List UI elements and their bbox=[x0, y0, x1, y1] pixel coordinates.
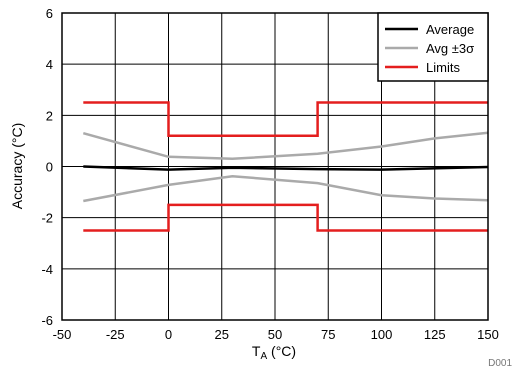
series-line-limits bbox=[83, 101, 488, 138]
series-line-limits bbox=[83, 203, 488, 232]
x-tick-label: 75 bbox=[321, 327, 335, 342]
x-tick-label: 125 bbox=[424, 327, 446, 342]
series-line-avg-3 bbox=[82, 131, 489, 161]
legend-label: Average bbox=[426, 22, 474, 37]
series-line-average bbox=[83, 165, 489, 171]
x-tick-labels: -50 -25 0 25 50 75 100 125 150 bbox=[53, 327, 499, 342]
legend: Average Avg ±3σ Limits bbox=[377, 12, 489, 82]
y-tick-label: 0 bbox=[46, 160, 53, 175]
x-tick-label: 0 bbox=[165, 327, 172, 342]
x-axis-label: TA (°C) bbox=[252, 343, 296, 362]
y-tick-label: -4 bbox=[41, 262, 53, 277]
x-tick-label: 100 bbox=[371, 327, 393, 342]
y-axis-label: Accuracy (°C) bbox=[9, 123, 25, 210]
x-tick-label: 150 bbox=[477, 327, 499, 342]
y-tick-label: 2 bbox=[46, 108, 53, 123]
y-tick-label: -2 bbox=[41, 211, 53, 226]
legend-label: Limits bbox=[426, 60, 460, 75]
y-tick-label: 6 bbox=[46, 6, 53, 21]
x-axis-label-main: T bbox=[252, 343, 261, 359]
x-axis-label-unit: (°C) bbox=[267, 343, 296, 359]
x-tick-label: 50 bbox=[268, 327, 282, 342]
series-lines bbox=[82, 101, 489, 232]
x-tick-label: -50 bbox=[53, 327, 72, 342]
x-tick-label: -25 bbox=[106, 327, 125, 342]
legend-label: Avg ±3σ bbox=[426, 41, 474, 56]
y-tick-label: -6 bbox=[41, 313, 53, 328]
grid bbox=[61, 12, 489, 321]
x-tick-label: 25 bbox=[215, 327, 229, 342]
y-tick-labels: -6 -4 -2 0 2 4 6 bbox=[41, 6, 53, 328]
y-tick-label: 4 bbox=[46, 57, 53, 72]
series-line-avg-3 bbox=[83, 174, 489, 203]
x-axis-label-subscript: A bbox=[260, 351, 267, 362]
plot-frame bbox=[61, 12, 489, 321]
figure-id: D001 bbox=[488, 358, 512, 369]
